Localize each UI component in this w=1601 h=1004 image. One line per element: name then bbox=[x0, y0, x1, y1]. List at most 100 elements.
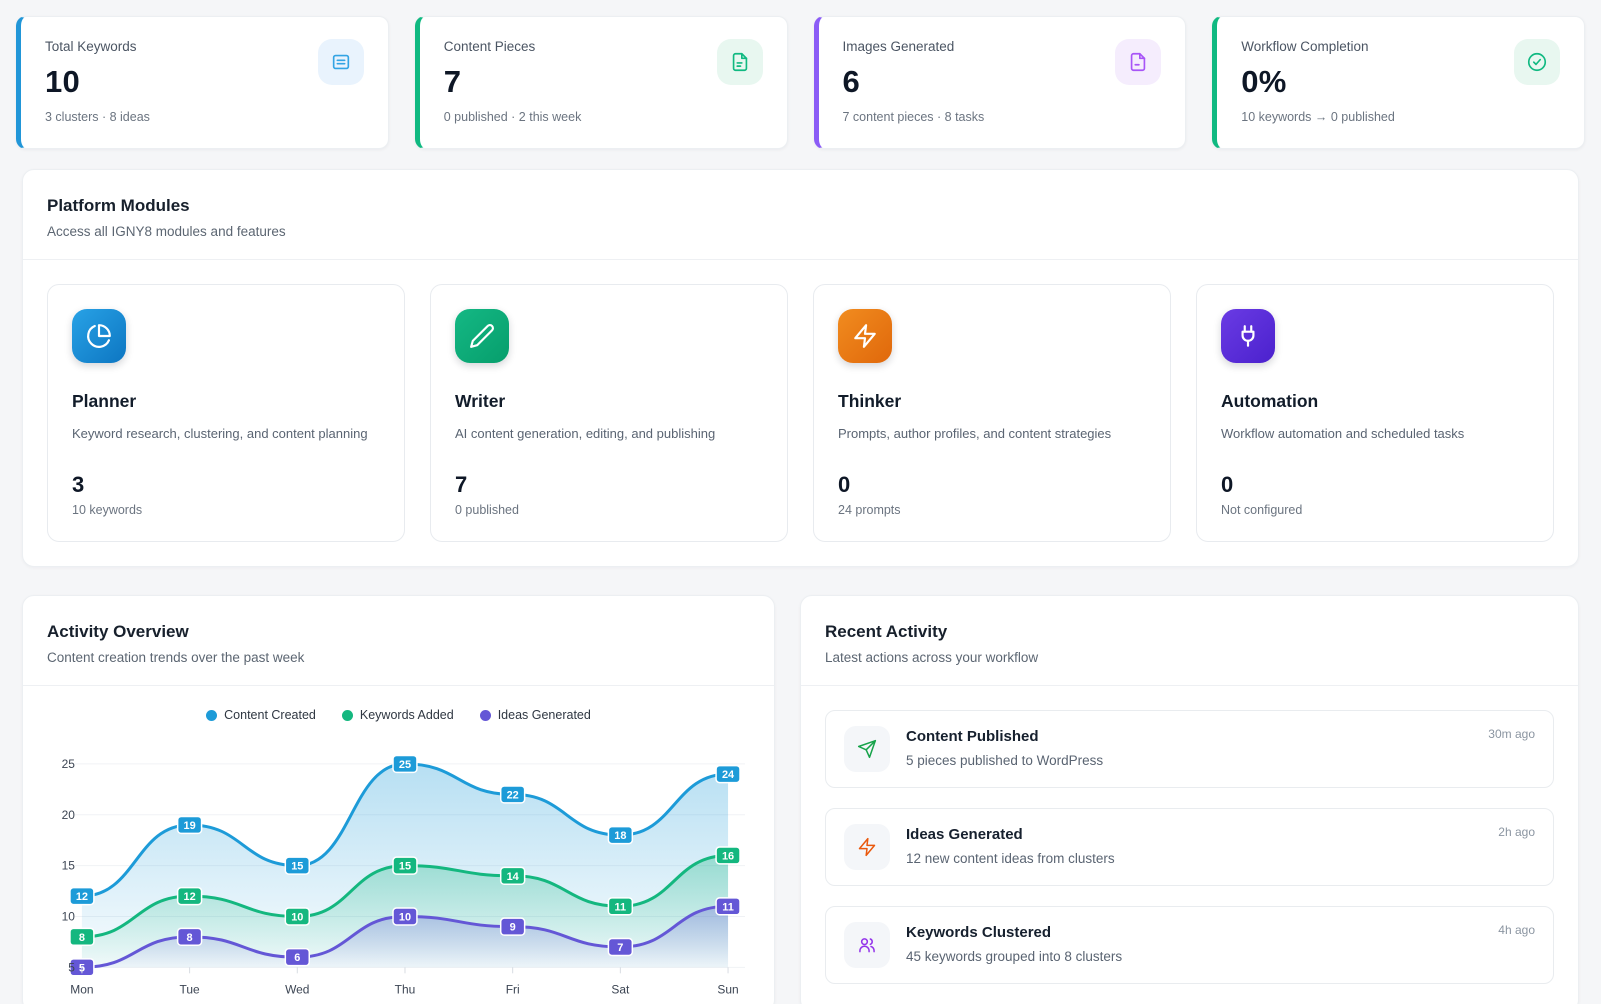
stat-subtext: 0 published · 2 this week bbox=[443, 110, 582, 124]
svg-text:10: 10 bbox=[62, 909, 76, 923]
module-description: Prompts, author profiles, and content st… bbox=[838, 426, 1112, 441]
svg-text:Sat: Sat bbox=[611, 982, 630, 996]
module-value: 0 bbox=[838, 472, 851, 497]
svg-text:8: 8 bbox=[79, 932, 85, 944]
stat-label: Images Generated bbox=[842, 39, 955, 54]
panel-title: Platform Modules bbox=[47, 196, 190, 215]
pencil-icon bbox=[455, 309, 509, 363]
module-value: 0 bbox=[1221, 472, 1234, 497]
svg-text:16: 16 bbox=[722, 850, 734, 862]
activity-text: Content Published 5 pieces published to … bbox=[906, 726, 1103, 768]
svg-text:Fri: Fri bbox=[506, 982, 520, 996]
module-card-thinker[interactable]: Thinker Prompts, author profiles, and co… bbox=[813, 284, 1171, 542]
send-icon bbox=[844, 726, 890, 772]
module-description: AI content generation, editing, and publ… bbox=[455, 426, 716, 441]
activity-description: 12 new content ideas from clusters bbox=[906, 851, 1115, 866]
platform-modules-panel: Platform Modules Access all IGNY8 module… bbox=[22, 169, 1579, 567]
activity-text: Ideas Generated 12 new content ideas fro… bbox=[906, 824, 1115, 866]
legend-item[interactable]: Ideas Generated bbox=[479, 708, 591, 722]
svg-text:22: 22 bbox=[507, 789, 519, 801]
image-file-icon bbox=[1115, 39, 1162, 85]
activity-title: Keywords Clustered bbox=[906, 924, 1052, 941]
module-stat-label: Not configured bbox=[1221, 503, 1303, 517]
svg-text:25: 25 bbox=[62, 757, 76, 771]
activity-title: Ideas Generated bbox=[906, 826, 1023, 843]
legend-label: Keywords Added bbox=[359, 708, 454, 722]
activity-list: Content Published 5 pieces published to … bbox=[801, 686, 1578, 1004]
svg-text:10: 10 bbox=[291, 911, 303, 923]
plug-icon bbox=[1221, 309, 1275, 363]
check-circle-icon bbox=[1514, 39, 1560, 85]
stat-value: 7 bbox=[443, 64, 462, 99]
legend-item[interactable]: Content Created bbox=[206, 708, 316, 722]
stat-subtext: 7 content pieces · 8 tasks bbox=[842, 110, 985, 124]
module-value: 7 bbox=[455, 472, 468, 497]
svg-text:Mon: Mon bbox=[70, 982, 93, 996]
stat-card-workflow-completion: Workflow Completion 0% 10 keywords → 0 p… bbox=[1212, 16, 1585, 149]
activity-item-keywords-clustered: Keywords Clustered 45 keywords grouped i… bbox=[825, 906, 1554, 984]
stat-card-total-keywords: Total Keywords 10 3 clusters · 8 ideas bbox=[16, 16, 389, 149]
stat-label: Content Pieces bbox=[443, 39, 536, 54]
activity-title: Content Published bbox=[906, 728, 1039, 745]
list-icon bbox=[317, 39, 364, 85]
chart-body: Content Created Keywords Added Ideas Gener… bbox=[23, 686, 774, 1004]
activity-overview-panel: Activity Overview Content creation trend… bbox=[22, 595, 775, 1004]
stat-label: Workflow Completion bbox=[1241, 39, 1369, 54]
module-card-planner[interactable]: Planner Keyword research, clustering, an… bbox=[47, 284, 405, 542]
legend-item[interactable]: Keywords Added bbox=[341, 708, 454, 722]
activity-timestamp: 2h ago bbox=[1498, 825, 1535, 839]
stat-label: Total Keywords bbox=[45, 39, 137, 54]
stat-value: 0% bbox=[1241, 64, 1287, 99]
panel-subtitle: Latest actions across your workflow bbox=[825, 650, 1039, 665]
svg-text:8: 8 bbox=[187, 932, 193, 944]
module-stat-label: 10 keywords bbox=[72, 503, 143, 517]
svg-text:12: 12 bbox=[76, 891, 88, 903]
svg-text:5: 5 bbox=[68, 960, 75, 974]
zap-icon bbox=[844, 824, 890, 870]
module-stat-label: 0 published bbox=[455, 503, 519, 517]
legend-label: Ideas Generated bbox=[497, 708, 591, 722]
stat-card-images-generated: Images Generated 6 7 content pieces · 8 … bbox=[813, 16, 1187, 149]
activity-timestamp: 30m ago bbox=[1488, 727, 1535, 741]
chart-legend: Content Created Keywords Added Ideas Gener… bbox=[45, 702, 752, 736]
module-value: 3 bbox=[72, 472, 85, 497]
legend-dot bbox=[206, 709, 218, 721]
svg-text:14: 14 bbox=[507, 871, 520, 883]
svg-text:Tue: Tue bbox=[180, 982, 201, 996]
svg-text:11: 11 bbox=[722, 901, 734, 913]
module-card-writer[interactable]: Writer AI content generation, editing, a… bbox=[430, 284, 788, 542]
bottom-row: Activity Overview Content creation trend… bbox=[22, 595, 1579, 1004]
module-name: Thinker bbox=[838, 391, 902, 411]
module-name: Planner bbox=[72, 391, 137, 411]
activity-text: Keywords Clustered 45 keywords grouped i… bbox=[906, 922, 1122, 964]
panel-title: Recent Activity bbox=[825, 622, 948, 641]
svg-text:24: 24 bbox=[722, 769, 735, 781]
panel-subtitle: Access all IGNY8 modules and features bbox=[47, 224, 286, 239]
activity-overview-header: Activity Overview Content creation trend… bbox=[23, 596, 774, 686]
activity-chart[interactable]: 1219152522182481210151411165861097112520… bbox=[45, 736, 752, 1001]
zap-icon bbox=[838, 309, 892, 363]
svg-text:Thu: Thu bbox=[395, 982, 416, 996]
legend-dot bbox=[341, 709, 353, 721]
svg-text:15: 15 bbox=[399, 861, 411, 873]
module-card-automation[interactable]: Automation Workflow automation and sched… bbox=[1196, 284, 1554, 542]
svg-text:15: 15 bbox=[62, 859, 76, 873]
activity-item-content-published: Content Published 5 pieces published to … bbox=[825, 710, 1554, 788]
svg-text:9: 9 bbox=[510, 922, 516, 934]
svg-text:20: 20 bbox=[62, 808, 76, 822]
module-stat-label: 24 prompts bbox=[838, 503, 901, 517]
svg-text:6: 6 bbox=[294, 952, 300, 964]
module-description: Keyword research, clustering, and conten… bbox=[72, 426, 368, 441]
svg-text:18: 18 bbox=[614, 830, 626, 842]
legend-label: Content Created bbox=[224, 708, 316, 722]
svg-text:7: 7 bbox=[617, 942, 623, 954]
svg-text:Sun: Sun bbox=[717, 982, 738, 996]
activity-item-ideas-generated: Ideas Generated 12 new content ideas fro… bbox=[825, 808, 1554, 886]
svg-text:12: 12 bbox=[184, 891, 196, 903]
svg-text:11: 11 bbox=[615, 901, 627, 913]
activity-description: 5 pieces published to WordPress bbox=[906, 753, 1104, 768]
recent-activity-panel: Recent Activity Latest actions across yo… bbox=[800, 595, 1579, 1004]
legend-dot bbox=[479, 709, 491, 721]
stat-value: 10 bbox=[45, 64, 81, 99]
